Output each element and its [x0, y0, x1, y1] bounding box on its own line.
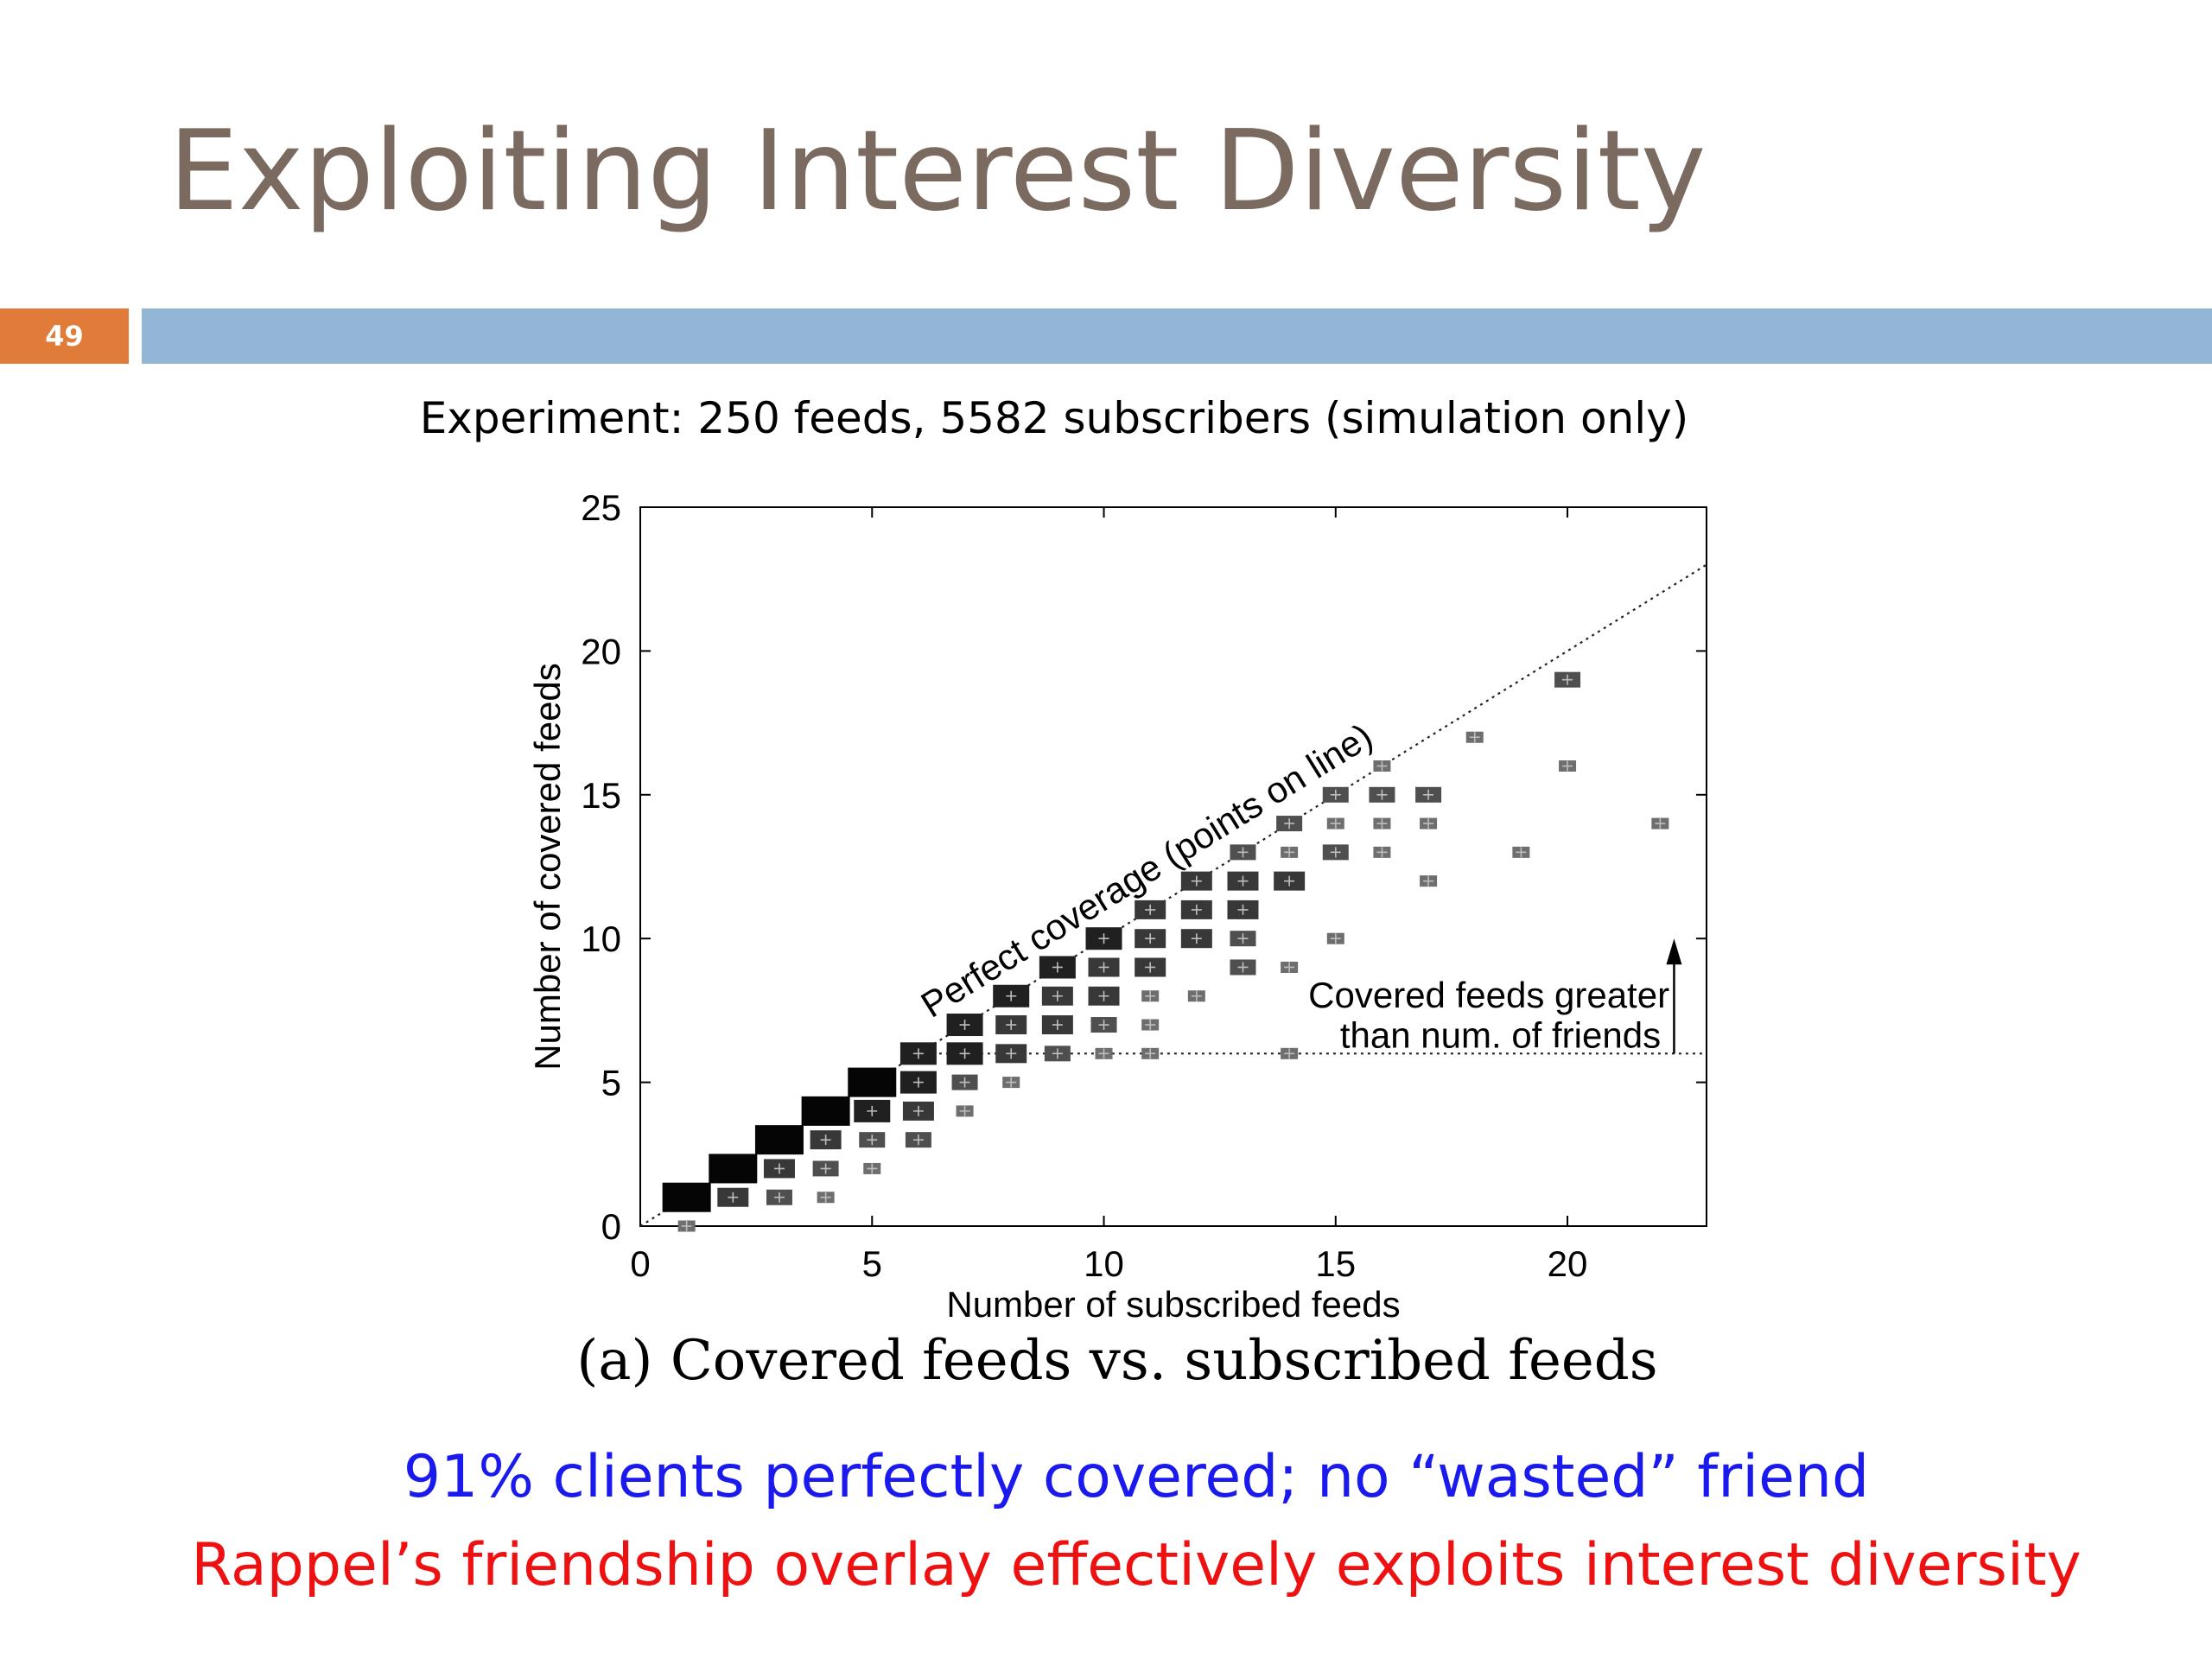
x-tick-label: 10 — [1084, 1243, 1124, 1284]
point-plus-marker — [1052, 1020, 1063, 1031]
point-plus-marker — [773, 1192, 785, 1203]
point-plus-marker — [1562, 674, 1573, 685]
x-axis-label: Number of subscribed feeds — [946, 1284, 1400, 1325]
data-point — [848, 1067, 897, 1097]
point-plus-marker — [1376, 847, 1388, 858]
title-divider-bar — [142, 308, 2212, 364]
plot-frame — [639, 506, 1707, 1227]
point-plus-marker — [1191, 990, 1202, 1001]
point-plus-marker — [681, 1221, 692, 1231]
point-plus-marker — [912, 1077, 924, 1088]
greater-label-line2: than num. of friends — [1340, 1015, 1661, 1056]
point-plus-marker — [1098, 962, 1109, 973]
point-plus-marker — [959, 1105, 970, 1116]
data-point — [662, 1182, 711, 1212]
point-plus-marker — [1376, 760, 1388, 772]
bullet-overlay-conclusion: Rappel’s friendship overlay effectively … — [191, 1531, 2082, 1599]
point-plus-marker — [1145, 933, 1156, 944]
point-plus-marker — [959, 1020, 970, 1031]
point-plus-marker — [1006, 1020, 1017, 1031]
point-plus-marker — [1655, 818, 1666, 830]
point-plus-marker — [1237, 962, 1249, 973]
chart-caption: (a) Covered feeds vs. subscribed feeds — [576, 1329, 1658, 1393]
point-plus-marker — [820, 1192, 831, 1203]
slide-number-badge: 49 — [0, 308, 129, 364]
point-plus-marker — [1284, 875, 1295, 887]
y-tick-label: 15 — [581, 775, 621, 816]
point-plus-marker — [1191, 933, 1202, 944]
point-plus-marker — [1376, 818, 1388, 830]
point-plus-marker — [867, 1105, 878, 1116]
point-plus-marker — [1145, 1020, 1156, 1031]
point-plus-marker — [1006, 990, 1017, 1001]
point-plus-marker — [1145, 904, 1156, 915]
point-plus-marker — [867, 1163, 878, 1174]
point-plus-marker — [959, 1048, 970, 1059]
point-plus-marker — [820, 1163, 831, 1174]
point-plus-marker — [912, 1048, 924, 1059]
x-tick-label: 0 — [630, 1243, 650, 1284]
point-plus-marker — [1469, 732, 1480, 743]
x-tick-label: 20 — [1548, 1243, 1588, 1284]
point-plus-marker — [1376, 789, 1388, 800]
point-plus-marker — [1052, 990, 1063, 1001]
point-plus-marker — [1237, 933, 1249, 944]
plot-area: 0 5 10 15 20 0 5 10 15 20 25 Number of subscribed f… — [527, 487, 1707, 1325]
data-point — [801, 1096, 850, 1126]
point-plus-marker — [1237, 904, 1249, 915]
point-plus-marker — [1191, 904, 1202, 915]
point-plus-marker — [1052, 1048, 1063, 1059]
point-plus-marker — [1098, 1020, 1109, 1031]
point-plus-marker — [1284, 1048, 1295, 1059]
point-plus-marker — [1516, 847, 1527, 858]
experiment-description: Experiment: 250 feeds, 5582 subscribers … — [419, 393, 1689, 443]
slide-title: Exploiting Interest Diversity — [168, 107, 1707, 236]
y-tick-label: 0 — [601, 1206, 621, 1247]
point-plus-marker — [728, 1192, 739, 1203]
x-tick-label: 5 — [862, 1243, 882, 1284]
data-point — [709, 1154, 758, 1184]
point-plus-marker — [1052, 962, 1063, 973]
point-plus-marker — [1330, 933, 1341, 944]
y-tick-label: 5 — [601, 1063, 621, 1103]
point-plus-marker — [1145, 1048, 1156, 1059]
point-plus-marker — [1423, 818, 1434, 830]
point-plus-marker — [1284, 847, 1295, 858]
point-plus-marker — [1098, 990, 1109, 1001]
point-plus-marker — [1284, 962, 1295, 973]
point-plus-marker — [1098, 933, 1109, 944]
point-plus-marker — [820, 1135, 831, 1146]
data-point — [754, 1125, 804, 1155]
point-plus-marker — [867, 1135, 878, 1146]
point-plus-marker — [1423, 789, 1434, 800]
y-tick-label: 10 — [581, 918, 621, 959]
point-plus-marker — [1562, 760, 1573, 772]
point-plus-marker — [912, 1105, 924, 1116]
point-plus-marker — [773, 1163, 785, 1174]
x-tick-label: 15 — [1315, 1243, 1356, 1284]
point-plus-marker — [1330, 818, 1341, 830]
point-plus-marker — [1284, 818, 1295, 830]
bullet-perfect-coverage: 91% clients perfectly covered; no “waste… — [403, 1443, 1870, 1511]
point-plus-marker — [1145, 962, 1156, 973]
point-plus-marker — [1330, 847, 1341, 858]
point-plus-marker — [1006, 1077, 1017, 1088]
point-plus-marker — [1330, 789, 1341, 800]
point-plus-marker — [959, 1077, 970, 1088]
coverage-scatter-chart: 0 5 10 15 20 0 5 10 15 20 25 Number of subscribed f… — [527, 487, 1707, 1325]
greater-arrow-head — [1666, 938, 1682, 965]
point-plus-marker — [1098, 1048, 1109, 1059]
point-plus-marker — [1237, 875, 1249, 887]
point-plus-marker — [1423, 875, 1434, 887]
point-plus-marker — [1191, 875, 1202, 887]
y-tick-label: 20 — [581, 631, 621, 671]
y-axis-label: Number of covered feeds — [527, 663, 568, 1071]
point-plus-marker — [1145, 990, 1156, 1001]
point-plus-marker — [1237, 847, 1249, 858]
greater-label-line1: Covered feeds greater — [1308, 975, 1669, 1015]
point-plus-marker — [912, 1135, 924, 1146]
point-plus-marker — [1006, 1048, 1017, 1059]
y-tick-label: 25 — [581, 487, 621, 528]
